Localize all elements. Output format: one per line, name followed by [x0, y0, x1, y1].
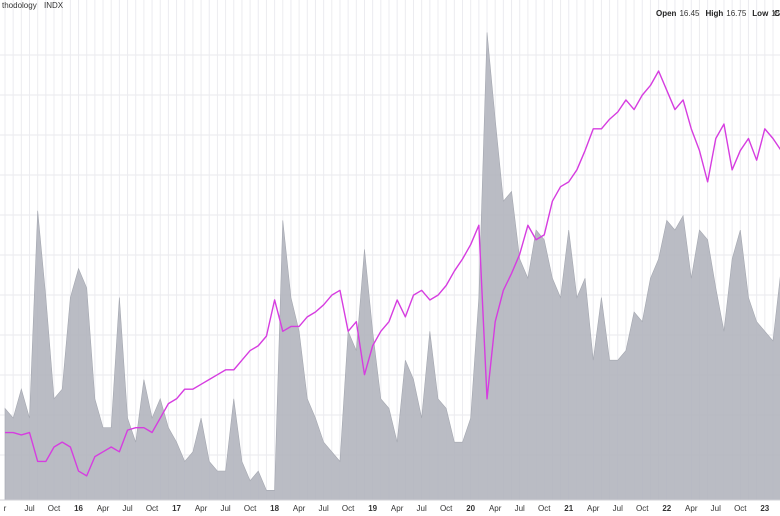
x-tick-label: Jul: [613, 504, 623, 513]
x-tick-label: Oct: [538, 504, 551, 513]
exchange: INDX: [44, 1, 64, 10]
x-tick-label: Oct: [146, 504, 159, 513]
ohlc-label: High: [705, 9, 723, 18]
instrument-name: thodology: [2, 1, 37, 10]
x-tick-label: 23: [760, 504, 769, 513]
x-tick-label: Apr: [489, 504, 502, 513]
x-tick-label: Oct: [342, 504, 355, 513]
x-tick-label: 18: [270, 504, 279, 513]
ohlc-label: Low: [752, 9, 769, 18]
x-tick-label: 16: [74, 504, 83, 513]
x-tick-label: Jul: [515, 504, 525, 513]
x-tick-label: Jul: [122, 504, 132, 513]
line: [5, 70, 780, 477]
x-tick-label: Oct: [48, 504, 61, 513]
x-tick-label: Jul: [417, 504, 427, 513]
x-tick-label: Apr: [391, 504, 404, 513]
x-tick-label: Apr: [195, 504, 208, 513]
x-tick-label: Jul: [319, 504, 329, 513]
ohlc-label: Open: [656, 9, 677, 18]
x-tick-label: Apr: [685, 504, 698, 513]
ohlc-value: 15.53: [771, 9, 780, 18]
x-tick-label: 22: [662, 504, 671, 513]
x-tick-label: Jul: [711, 504, 721, 513]
x-tick-label: Oct: [636, 504, 649, 513]
x-tick-label: 21: [564, 504, 573, 513]
x-tick-label: r: [4, 504, 7, 513]
x-tick-label: 19: [368, 504, 377, 513]
x-tick-label: Oct: [244, 504, 257, 513]
x-tick-label: Jul: [220, 504, 230, 513]
plot-area: [4, 0, 780, 501]
x-tick-label: Oct: [440, 504, 453, 513]
x-tick-label: Jul: [24, 504, 34, 513]
ohlc-label: C: [774, 9, 780, 18]
x-tick-label: Oct: [734, 504, 747, 513]
x-tick-label: Apr: [97, 504, 110, 513]
x-tick-label: Apr: [587, 504, 600, 513]
area: [4, 32, 780, 501]
x-tick-label: 20: [466, 504, 475, 513]
ohlc-value: 16.75: [726, 9, 747, 18]
x-tick-label: Apr: [293, 504, 306, 513]
ohlc-value: 16.45: [679, 9, 700, 18]
x-tick-label: 17: [172, 504, 181, 513]
